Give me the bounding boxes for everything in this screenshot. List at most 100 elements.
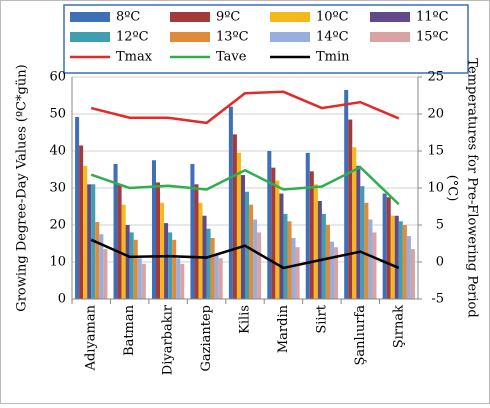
bar	[194, 184, 199, 299]
legend-swatch	[70, 12, 110, 22]
y-tick-label: 30	[49, 181, 66, 196]
x-tick-label: Şırnak	[391, 305, 406, 348]
legend-swatch	[170, 12, 210, 22]
x-tick-label: Diyarbakır	[161, 304, 176, 375]
bar	[180, 263, 185, 299]
legend-swatch	[70, 32, 110, 42]
bar	[129, 232, 134, 299]
bar	[117, 184, 122, 299]
y2-axis-label: Temperatures for Pre-Flowering Period	[465, 58, 480, 317]
bar	[121, 204, 126, 299]
bar	[382, 193, 387, 299]
bar	[228, 106, 233, 299]
bar	[79, 145, 84, 299]
y2-tick-label: 5	[436, 218, 444, 233]
y-tick-label: 0	[58, 292, 66, 307]
y2-tick-label: 20	[427, 107, 444, 122]
bar	[99, 234, 104, 299]
bar	[356, 165, 361, 299]
legend-swatch	[270, 32, 310, 42]
bar	[218, 258, 223, 299]
bar	[245, 191, 250, 299]
bar	[210, 237, 215, 299]
legend-label: 13ºC	[216, 30, 249, 45]
bar	[321, 213, 326, 299]
bar	[232, 134, 237, 299]
bar	[190, 163, 195, 299]
x-tick-label: Gaziantep	[199, 305, 214, 372]
y2-axis-label: (°C)	[445, 175, 460, 202]
bar	[156, 182, 161, 299]
bar	[160, 202, 165, 299]
bar	[240, 175, 245, 299]
bar	[291, 237, 296, 299]
line	[90, 165, 400, 206]
bar	[168, 232, 173, 299]
bar	[352, 147, 357, 299]
bar	[103, 249, 108, 299]
x-tick-label: Siirt	[314, 304, 329, 333]
bar	[95, 222, 100, 299]
legend-swatch	[370, 32, 410, 42]
x-tick-label: Kilis	[238, 305, 253, 334]
bar	[176, 258, 181, 299]
bar	[125, 225, 130, 299]
y-tick-label: 60	[49, 70, 66, 85]
bar	[309, 171, 314, 299]
y-tick-label: 20	[49, 218, 66, 233]
legend-label: 10ºC	[316, 10, 349, 25]
legend-label: 12ºC	[116, 30, 149, 45]
bar	[249, 204, 254, 299]
y2-tick-label: 10	[427, 181, 444, 196]
bar	[368, 219, 373, 299]
bar	[214, 254, 219, 299]
y2-tick-label: -5	[431, 292, 444, 307]
bar	[271, 167, 276, 299]
bar	[364, 202, 369, 299]
y-tick-label: 40	[49, 144, 66, 159]
bar	[236, 152, 241, 299]
bar	[87, 184, 92, 299]
legend-swatch	[170, 32, 210, 42]
y2-tick-label: 25	[427, 70, 444, 85]
bar	[75, 116, 80, 300]
bar	[267, 151, 272, 299]
bar	[151, 160, 157, 299]
bar	[394, 215, 399, 299]
x-tick-label: Batman	[122, 304, 137, 356]
y2-tick-label: 15	[427, 144, 444, 159]
bar	[402, 225, 407, 299]
bar	[390, 215, 395, 299]
bar	[283, 213, 288, 299]
bar	[313, 184, 318, 299]
bar	[141, 263, 146, 299]
legend-label: Tmax	[116, 50, 153, 65]
bar	[360, 186, 365, 299]
bar	[406, 236, 411, 299]
bar	[137, 258, 142, 299]
legend-label: 11ºC	[416, 10, 449, 25]
legend-swatch	[270, 12, 310, 22]
bar	[275, 180, 280, 299]
y-tick-label: 50	[49, 107, 66, 122]
bar	[133, 239, 138, 299]
legend-label: 9ºC	[216, 10, 240, 25]
bar	[206, 228, 211, 299]
x-tick-label: Şanlıurfa	[353, 305, 368, 366]
bar	[344, 89, 349, 299]
y-tick-label: 10	[49, 255, 66, 270]
legend-label: 14ºC	[316, 30, 349, 45]
x-tick-label: Adıyaman	[84, 304, 99, 371]
bar	[410, 249, 415, 299]
bar	[164, 223, 169, 299]
bar	[333, 247, 339, 299]
bar	[287, 221, 292, 299]
bar	[257, 232, 262, 299]
bar	[317, 200, 322, 299]
line	[90, 90, 400, 125]
bar	[348, 119, 353, 299]
legend-label: 15ºC	[416, 30, 449, 45]
bar	[253, 219, 258, 299]
bar	[279, 193, 284, 299]
legend-label: Tave	[216, 50, 247, 65]
